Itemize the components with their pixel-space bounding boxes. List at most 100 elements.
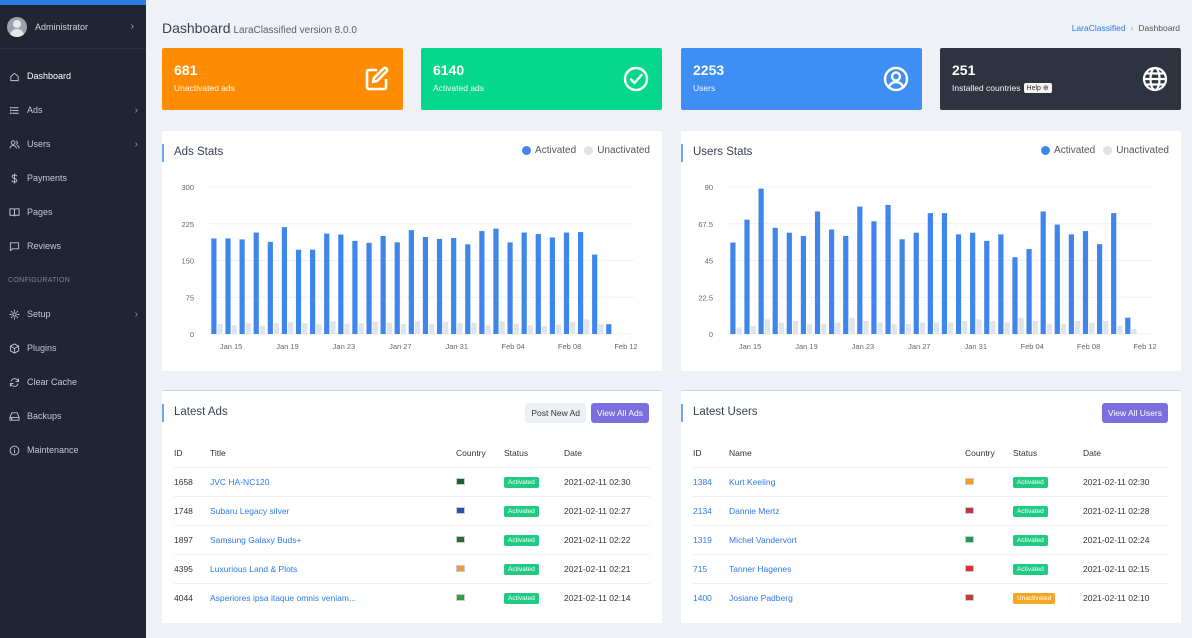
- bar-unactivated[interactable]: [1117, 325, 1123, 334]
- sidebar-item-maintenance[interactable]: Maintenance: [0, 433, 146, 467]
- sidebar-item-dashboard[interactable]: Dashboard: [0, 59, 146, 93]
- bar-unactivated[interactable]: [259, 325, 266, 334]
- bar-activated[interactable]: [955, 234, 962, 334]
- help-button[interactable]: Help ⊕: [1023, 83, 1052, 93]
- bar-unactivated[interactable]: [905, 324, 911, 334]
- bar-activated[interactable]: [998, 234, 1004, 334]
- bar-activated[interactable]: [563, 232, 570, 334]
- bar-unactivated[interactable]: [457, 323, 463, 334]
- bar-unactivated[interactable]: [499, 321, 505, 334]
- stat-card-users[interactable]: 2253 Users: [681, 48, 922, 110]
- bar-unactivated[interactable]: [443, 321, 449, 334]
- sidebar-item-clear-cache[interactable]: Clear Cache: [0, 365, 146, 399]
- bar-unactivated[interactable]: [1004, 322, 1010, 334]
- sidebar-item-pages[interactable]: Pages: [0, 195, 146, 229]
- user-id-link[interactable]: 715: [693, 563, 708, 574]
- bar-activated[interactable]: [366, 242, 372, 334]
- bar-unactivated[interactable]: [807, 324, 813, 334]
- bar-unactivated[interactable]: [849, 317, 855, 334]
- bar-activated[interactable]: [239, 239, 245, 334]
- bar-activated[interactable]: [1040, 211, 1046, 335]
- bar-activated[interactable]: [577, 232, 584, 334]
- user-id-link[interactable]: 2134: [693, 505, 712, 516]
- bar-unactivated[interactable]: [976, 319, 982, 334]
- row-title[interactable]: Asperiores ipsa itaque omnis veniam...: [210, 582, 456, 612]
- bar-activated[interactable]: [253, 232, 259, 334]
- bar-activated[interactable]: [394, 242, 400, 334]
- bar-activated[interactable]: [380, 236, 386, 334]
- bar-unactivated[interactable]: [273, 323, 280, 334]
- sidebar-item-users[interactable]: Users ›: [0, 127, 146, 161]
- bar-activated[interactable]: [1111, 213, 1117, 334]
- bar-activated[interactable]: [507, 242, 513, 334]
- bar-activated[interactable]: [479, 231, 485, 334]
- sidebar-item-plugins[interactable]: Plugins: [0, 331, 146, 365]
- bar-unactivated[interactable]: [891, 324, 897, 334]
- bar-unactivated[interactable]: [513, 323, 519, 334]
- bar-unactivated[interactable]: [358, 323, 364, 334]
- bar-activated[interactable]: [772, 227, 778, 334]
- bar-activated[interactable]: [451, 237, 457, 334]
- bar-activated[interactable]: [592, 254, 598, 334]
- bar-unactivated[interactable]: [330, 321, 336, 334]
- ad-title-link[interactable]: Samsung Galaxy Buds+: [210, 534, 302, 545]
- bar-unactivated[interactable]: [372, 321, 378, 334]
- bar-activated[interactable]: [814, 211, 821, 335]
- user-id-link[interactable]: 1319: [693, 534, 712, 545]
- bar-activated[interactable]: [927, 213, 933, 334]
- bar-activated[interactable]: [295, 249, 302, 334]
- bar-unactivated[interactable]: [933, 322, 940, 334]
- bar-unactivated[interactable]: [736, 327, 742, 334]
- bar-activated[interactable]: [1026, 249, 1032, 334]
- bar-activated[interactable]: [871, 221, 877, 334]
- row-id[interactable]: 1400: [693, 582, 729, 612]
- row-name[interactable]: Josiane Padberg: [729, 582, 965, 612]
- user-name-link[interactable]: Dannie Mertz: [729, 505, 780, 516]
- bar-unactivated[interactable]: [750, 325, 756, 334]
- bar-unactivated[interactable]: [877, 322, 883, 334]
- bar-activated[interactable]: [885, 204, 891, 334]
- bar-activated[interactable]: [408, 230, 414, 334]
- ad-title-link[interactable]: Asperiores ipsa itaque omnis veniam...: [210, 592, 356, 603]
- bar-activated[interactable]: [913, 232, 919, 334]
- sidebar-item-setup[interactable]: Setup ›: [0, 297, 146, 331]
- bar-unactivated[interactable]: [1103, 320, 1109, 334]
- bar-activated[interactable]: [606, 324, 612, 334]
- sidebar-item-ads[interactable]: Ads ›: [0, 93, 146, 127]
- bar-unactivated[interactable]: [598, 324, 604, 334]
- row-name[interactable]: Michel Vandervort: [729, 524, 965, 554]
- row-id[interactable]: 1319: [693, 524, 729, 554]
- legend-item-activated[interactable]: Activated: [522, 145, 576, 156]
- bar-activated[interactable]: [422, 236, 429, 334]
- bar-unactivated[interactable]: [429, 323, 435, 334]
- bar-activated[interactable]: [436, 238, 443, 334]
- bar-unactivated[interactable]: [245, 323, 251, 334]
- user-id-link[interactable]: 1384: [693, 476, 712, 487]
- row-id[interactable]: 715: [693, 553, 729, 583]
- bar-activated[interactable]: [521, 232, 527, 334]
- bar-unactivated[interactable]: [948, 322, 954, 334]
- bar-unactivated[interactable]: [835, 322, 841, 334]
- bar-unactivated[interactable]: [792, 320, 799, 334]
- bar-unactivated[interactable]: [821, 324, 827, 334]
- bar-activated[interactable]: [941, 213, 948, 334]
- ad-title-link[interactable]: Subaru Legacy silver: [210, 505, 290, 516]
- bar-activated[interactable]: [1125, 317, 1131, 334]
- bar-activated[interactable]: [352, 240, 358, 334]
- bar-unactivated[interactable]: [1131, 329, 1137, 334]
- bar-unactivated[interactable]: [288, 322, 294, 334]
- row-title[interactable]: Subaru Legacy silver: [210, 495, 456, 525]
- row-id[interactable]: 1384: [693, 466, 729, 496]
- bar-unactivated[interactable]: [990, 320, 996, 334]
- legend-item-activated[interactable]: Activated: [1041, 145, 1095, 156]
- bar-activated[interactable]: [310, 249, 316, 334]
- bar-unactivated[interactable]: [863, 320, 869, 334]
- bar-activated[interactable]: [800, 236, 807, 334]
- bar-activated[interactable]: [1068, 234, 1074, 334]
- legend-item-unactivated[interactable]: Unactivated: [1103, 145, 1169, 156]
- bar-unactivated[interactable]: [1060, 324, 1067, 334]
- stat-card-activated-ads[interactable]: 6140 Activated ads: [421, 48, 662, 110]
- sidebar-item-reviews[interactable]: Reviews: [0, 229, 146, 263]
- bar-activated[interactable]: [1096, 244, 1103, 334]
- ad-title-link[interactable]: JVC HA-NC120: [210, 476, 270, 487]
